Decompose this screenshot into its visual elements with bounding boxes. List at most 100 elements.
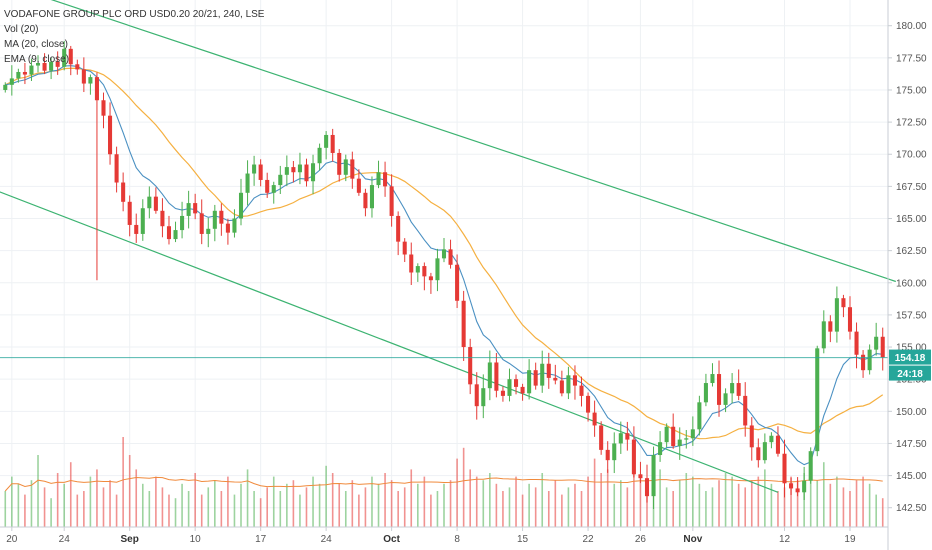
volume-bar-60 — [397, 491, 399, 527]
channel-upper-line — [50, 0, 897, 283]
candle-body-30 — [199, 213, 204, 234]
candle-body-121 — [795, 488, 800, 493]
candle-41 — [271, 181, 276, 204]
volume-bar-130 — [855, 480, 858, 527]
candle-body-18 — [121, 182, 126, 202]
legend-ema[interactable]: EMA (9, close) — [4, 54, 70, 65]
volume-bar-81 — [534, 487, 537, 527]
candle-body-5 — [35, 62, 41, 66]
candle-body-19 — [127, 201, 132, 225]
y-tick-label-13: 147.50 — [896, 439, 927, 450]
volume-bar-70 — [462, 447, 465, 527]
candle-body-28 — [186, 203, 191, 216]
volume-bar-7 — [50, 498, 52, 527]
candle-body-133 — [874, 336, 879, 350]
candle-body-75 — [494, 362, 499, 391]
candle-131 — [861, 350, 866, 378]
candle-83 — [546, 352, 551, 389]
volume-bar-40 — [266, 487, 268, 527]
candle-104 — [684, 429, 689, 449]
volume-ma-line — [4, 476, 883, 492]
candle-body-14 — [94, 77, 99, 101]
volume-bar-8 — [56, 473, 59, 527]
candle-body-63 — [415, 266, 420, 273]
candle-body-11 — [75, 64, 80, 70]
volume-bar-125 — [822, 462, 825, 527]
candle-9 — [62, 40, 67, 71]
volume-bar-131 — [862, 476, 864, 527]
x-tick-label-13: 19 — [844, 534, 856, 545]
volume-bar-84 — [554, 480, 557, 527]
candle-body-57 — [376, 172, 381, 186]
volume-bar-127 — [836, 476, 838, 527]
candle-body-85 — [559, 380, 564, 394]
candle-70 — [461, 290, 466, 361]
candle-102 — [671, 413, 676, 449]
volume-bar-118 — [777, 491, 779, 527]
candle-47 — [311, 154, 316, 195]
candle-body-91 — [599, 425, 604, 450]
volume-bar-93 — [613, 483, 616, 527]
candle-body-99 — [651, 455, 656, 497]
volume-bar-59 — [390, 480, 393, 527]
candle-body-79 — [520, 386, 525, 394]
legend-ma[interactable]: MA (20, close) — [4, 39, 68, 50]
candle-43 — [284, 155, 289, 187]
candle-body-48 — [317, 147, 322, 164]
candle-71 — [468, 338, 473, 395]
volume-bar-101 — [665, 487, 668, 527]
volume-bar-119 — [783, 487, 786, 527]
candle-body-112 — [736, 383, 741, 396]
candle-body-120 — [789, 483, 794, 489]
legend-title[interactable]: VODAFONE GROUP PLC ORD USD0.20 20/21, 24… — [4, 9, 265, 20]
volume-bar-113 — [744, 487, 747, 527]
candle-26 — [173, 221, 178, 243]
volume-bar-58 — [384, 473, 386, 527]
volume-bar-17 — [115, 494, 118, 527]
candle-103 — [677, 427, 682, 460]
x-tick-label-1: 24 — [59, 534, 71, 545]
volume-bar-89 — [587, 476, 589, 527]
candle-13 — [88, 74, 93, 95]
legend-vol[interactable]: Vol (20) — [4, 24, 39, 35]
candle-body-21 — [140, 208, 145, 234]
candle-35 — [232, 209, 237, 238]
volume-bar-92 — [606, 469, 609, 527]
candle-body-101 — [664, 426, 669, 443]
volume-bar-65 — [430, 494, 432, 527]
volume-bar-43 — [286, 483, 288, 527]
candle-86 — [566, 366, 571, 400]
candle-88 — [579, 376, 584, 407]
volume-bar-50 — [331, 473, 334, 527]
volume-bar-54 — [358, 494, 360, 527]
volume-bar-24 — [161, 487, 164, 527]
candle-body-124 — [815, 348, 820, 452]
candle-body-128 — [841, 298, 846, 308]
candle-body-49 — [324, 134, 329, 148]
candle-106 — [697, 395, 702, 436]
volume-bar-21 — [141, 483, 144, 527]
volume-bar-22 — [148, 491, 151, 527]
candle-5 — [35, 55, 41, 73]
candle-32 — [212, 204, 217, 242]
volume-bar-51 — [338, 483, 341, 527]
candle-body-60 — [396, 215, 401, 242]
candle-95 — [625, 421, 630, 451]
candle-body-66 — [435, 258, 440, 281]
candle-body-46 — [304, 164, 309, 182]
volume-bar-74 — [489, 473, 491, 527]
candle-body-95 — [625, 433, 630, 440]
candle-57 — [376, 160, 381, 189]
candle-body-117 — [769, 435, 774, 443]
candle-64 — [422, 262, 427, 291]
candle-59 — [389, 174, 394, 227]
candle-body-53 — [350, 159, 355, 179]
candle-body-67 — [441, 249, 447, 259]
candle-4 — [29, 58, 34, 82]
x-tick-label-4: 17 — [255, 534, 267, 545]
candle-85 — [559, 370, 564, 397]
volume-bar-98 — [646, 480, 648, 527]
y-tick-label-15: 142.50 — [896, 503, 927, 514]
candle-93 — [612, 432, 617, 474]
